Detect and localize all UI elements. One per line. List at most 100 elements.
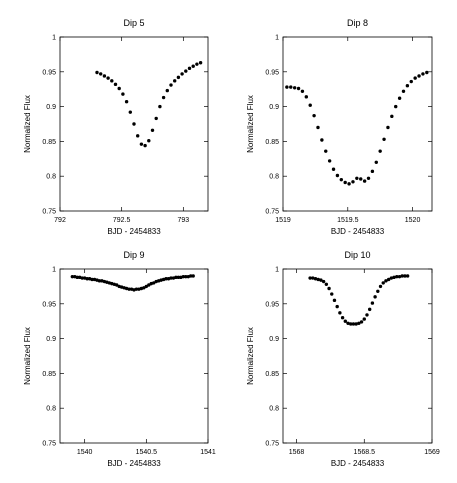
- data-point: [339, 177, 344, 182]
- data-point: [382, 137, 386, 142]
- data-point: [165, 88, 169, 93]
- data-point: [381, 281, 385, 285]
- data-point: [335, 304, 339, 309]
- data-point: [117, 86, 121, 91]
- data-point: [359, 320, 364, 324]
- y-tick-label: 0.85: [42, 371, 56, 378]
- data-point: [296, 86, 301, 91]
- y-tick-label: 0.95: [265, 69, 279, 76]
- data-point: [80, 276, 84, 280]
- data-point: [195, 62, 199, 66]
- data-point: [384, 279, 388, 283]
- data-point: [394, 104, 398, 109]
- data-point: [395, 274, 399, 279]
- data-point: [324, 149, 328, 153]
- data-point: [405, 274, 410, 278]
- data-point: [113, 82, 118, 87]
- data-point: [70, 274, 75, 279]
- data-point: [152, 281, 156, 285]
- data-point: [370, 169, 375, 174]
- y-tick-label: 0.75: [265, 209, 279, 216]
- data-point: [425, 70, 429, 75]
- plot-frame: [59, 36, 209, 212]
- data-point: [176, 75, 181, 80]
- y-tick-label: 0.8: [46, 174, 56, 181]
- y-tick-label: 0.8: [46, 406, 56, 413]
- data-point: [289, 85, 293, 89]
- data-point: [389, 276, 394, 280]
- y-tick-label: 0.75: [42, 441, 56, 448]
- data-point: [359, 177, 363, 181]
- data-point: [370, 301, 375, 305]
- x-tick-label: 1520: [405, 217, 421, 224]
- x-tick-label: 793: [177, 217, 189, 224]
- data-point: [313, 277, 318, 281]
- y-tick-label: 0.95: [265, 301, 279, 308]
- data-point: [355, 176, 359, 180]
- data-point: [128, 110, 132, 114]
- chart-panel-3: Dip 9 1540 1540.5 1541 0.75 0.8 0.85 0.9 0.95 1 BJ…: [23, 250, 216, 468]
- data-point: [198, 61, 203, 65]
- data-point: [144, 284, 149, 289]
- x-tick-label: 1540.5: [136, 449, 158, 456]
- chart-panel-4: Dip 10 1568 1568.5 1569 0.75 0.8 0.85 0.9 0.95 1 B…: [246, 250, 440, 468]
- x-tick-label: 1540: [77, 449, 93, 456]
- data-point: [403, 274, 407, 278]
- y-tick-label: 1: [52, 267, 56, 274]
- x-tick-label: 1519: [275, 217, 291, 224]
- plot-frame: [59, 268, 209, 444]
- x-axis-label: BJD - 2454833: [331, 227, 385, 236]
- data-point: [351, 180, 355, 184]
- chart-title: Dip 9: [123, 250, 144, 260]
- chart-panel-2: Dip 8 1519 1519.5 1520 0.75 0.8 0.85 0.9 0.95 1 BJ…: [246, 18, 433, 236]
- data-point: [102, 74, 107, 78]
- data-point: [378, 284, 383, 289]
- data-point: [285, 85, 289, 89]
- y-tick-label: 1: [275, 267, 279, 274]
- data-point: [169, 276, 173, 280]
- data-point: [386, 125, 390, 130]
- data-point: [373, 295, 377, 299]
- data-point: [164, 277, 168, 281]
- y-axis-label: Normalized Flux: [246, 95, 255, 153]
- data-point: [354, 322, 358, 326]
- data-point: [338, 311, 342, 315]
- x-tick-label: 1568.5: [354, 449, 376, 456]
- x-tick-label: 1569: [424, 449, 440, 456]
- data-point: [161, 95, 166, 100]
- data-point: [320, 138, 324, 142]
- plot-frame: [282, 268, 433, 444]
- x-axis-label: BJD - 2454833: [107, 227, 161, 236]
- data-point: [191, 274, 195, 278]
- chart-panel-1: Dip 5 792 792.5 793 0.75 0.8 0.85 0.9 0.95 1 BJD -…: [23, 18, 209, 236]
- data-point: [327, 159, 332, 163]
- y-tick-label: 0.85: [42, 139, 56, 146]
- data-point: [409, 79, 413, 84]
- y-tick-label: 1: [52, 35, 56, 42]
- data-point: [390, 114, 394, 119]
- data-point: [335, 173, 340, 178]
- data-point: [386, 277, 391, 282]
- data-point: [115, 283, 119, 287]
- y-tick-label: 0.95: [42, 69, 56, 76]
- y-tick-label: 0.85: [265, 139, 279, 146]
- data-series: [308, 274, 410, 326]
- chart-title: Dip 8: [347, 18, 368, 28]
- y-axis-label: Normalized Flux: [246, 327, 255, 385]
- data-point: [349, 322, 353, 326]
- data-point: [332, 298, 337, 303]
- x-tick-label: 1519.5: [337, 217, 359, 224]
- data-point: [150, 128, 155, 132]
- y-tick-label: 0.9: [269, 104, 279, 111]
- y-tick-label: 0.75: [265, 441, 279, 448]
- data-point: [331, 167, 336, 171]
- data-point: [392, 275, 396, 280]
- y-tick-label: 0.95: [42, 301, 56, 308]
- x-axis-label: BJD - 2454833: [107, 459, 161, 468]
- data-point: [176, 275, 181, 280]
- data-point: [324, 282, 329, 287]
- data-point: [340, 316, 345, 320]
- data-point: [187, 66, 192, 71]
- x-tick-label: 792: [54, 217, 66, 224]
